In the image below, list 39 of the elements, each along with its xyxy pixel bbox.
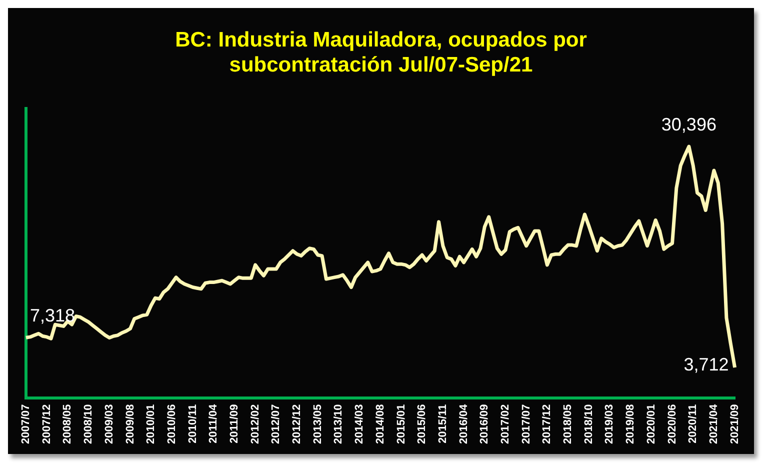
x-tick-label: 2013/10 [332,404,345,444]
x-tick-label: 2011/04 [208,403,220,444]
x-tick-label: 2021/04 [708,403,720,444]
x-tick-label: 2017/02 [500,404,512,444]
data-label: 30,396 [661,114,716,134]
x-tick-label: 2021/09 [728,404,741,444]
x-tick-label: 2007/12 [40,404,53,444]
x-tick-label: 2012/12 [291,404,304,444]
data-label: 3,712 [684,354,729,374]
x-tick-label: 2010/06 [166,404,178,444]
x-tick-label: 2011/09 [228,404,240,444]
x-tick-label: 2009/08 [124,404,136,444]
chart-title: BC: Industria Maquiladora, ocupados por subcontratación Jul/07-Sep/21 [175,28,587,77]
x-tick-label: 2017/07 [520,404,532,444]
x-tick-label: 2012/02 [249,404,262,444]
x-tick-label: 2013/05 [312,404,324,444]
x-tick-label: 2020/01 [645,404,658,444]
x-tick-label: 2010/11 [186,404,199,444]
x-tick-label: 2017/12 [541,404,554,444]
x-tick-label: 2015/06 [416,404,428,444]
x-tick-label: 2018/05 [562,404,574,444]
x-tick-label: 2018/10 [582,404,595,444]
data-label: 7,318 [30,306,76,326]
x-tick-label: 2020/06 [666,404,678,444]
x-tick-label: 2019/08 [624,404,637,444]
x-tick-label: 2014/03 [354,404,366,444]
x-tick-label: 2016/09 [478,404,491,444]
x-tick-label: 2010/01 [145,404,158,444]
x-tick-label: 2009/03 [103,404,116,444]
x-tick-label: 2012/07 [270,404,282,444]
x-tick-label: 2020/11 [687,404,700,444]
x-tick-label: 2019/03 [604,404,616,444]
x-tick-label: 2014/08 [374,404,386,444]
x-tick-label: 2015/01 [395,404,408,444]
x-tick-label: 2016/04 [458,403,470,444]
x-tick-label: 2015/11 [436,404,449,444]
x-tick-label: 2008/05 [62,404,74,444]
x-tick-label: 2008/10 [82,404,95,444]
x-tick-label: 2007/07 [20,404,32,444]
